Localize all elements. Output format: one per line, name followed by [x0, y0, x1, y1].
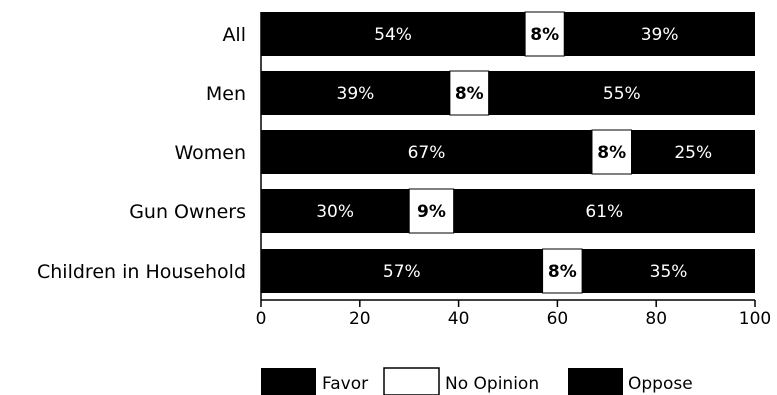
category-label-0: All — [222, 24, 246, 46]
x-tick-label-1: 20 — [349, 309, 371, 329]
category-label-2: Women — [174, 142, 246, 164]
legend-label-no-opinion: No Opinion — [445, 374, 539, 394]
data-label-no-opinion-2: 8% — [597, 143, 626, 163]
bar-no-opinion-4 — [542, 248, 583, 294]
data-label-no-opinion-4: 8% — [548, 262, 577, 282]
bar-no-opinion-1 — [449, 70, 490, 116]
data-label-oppose-3: 61% — [585, 202, 623, 222]
legend-label-favor: Favor — [322, 374, 368, 394]
data-label-oppose-4: 35% — [650, 262, 688, 282]
bar-no-opinion-3 — [408, 188, 455, 234]
data-label-no-opinion-1: 8% — [455, 84, 484, 104]
x-tick-label-5: 100 — [739, 309, 771, 329]
category-label-1: Men — [206, 83, 246, 105]
category-label-4: Children in Household — [37, 261, 246, 283]
data-label-favor-2: 67% — [408, 143, 446, 163]
data-label-favor-3: 30% — [316, 202, 354, 222]
bars-layer: 54% 8% 39% 39% 8% 55% 67% 8% 25% 30% 9% 61% 57% 8% 35% — [261, 11, 755, 294]
x-axis: 0 20 40 60 80 100 — [256, 12, 771, 329]
data-label-favor-4: 57% — [383, 262, 421, 282]
data-label-oppose-1: 55% — [603, 84, 641, 104]
data-label-no-opinion-3: 9% — [417, 202, 446, 222]
bar-no-opinion-2 — [591, 129, 632, 175]
x-tick-label-2: 40 — [448, 309, 470, 329]
x-tick-label-4: 80 — [645, 309, 667, 329]
data-label-favor-1: 39% — [337, 84, 375, 104]
data-label-favor-0: 54% — [374, 25, 412, 45]
legend-swatch-favor — [261, 368, 316, 395]
x-tick-label-0: 0 — [256, 309, 267, 329]
bar-favor-4 — [261, 249, 543, 293]
x-tick-label-3: 60 — [547, 309, 569, 329]
bar-favor-3 — [261, 189, 410, 233]
bar-oppose-0 — [564, 12, 755, 56]
legend-swatch-no-opinion — [383, 367, 440, 395]
bar-favor-1 — [261, 71, 450, 115]
data-label-oppose-0: 39% — [641, 25, 679, 45]
data-label-no-opinion-0: 8% — [530, 25, 559, 45]
bar-favor-0 — [261, 12, 526, 56]
category-label-3: Gun Owners — [129, 201, 246, 223]
legend: Favor No Opinion Oppose — [261, 367, 693, 395]
category-labels: All Men Women Gun Owners Children in Househo… — [37, 24, 246, 283]
bar-favor-2 — [261, 130, 592, 174]
legend-label-oppose: Oppose — [628, 374, 693, 394]
legend-swatch-oppose — [568, 368, 623, 395]
bar-oppose-3 — [453, 189, 755, 233]
bar-oppose-1 — [488, 71, 755, 115]
bar-oppose-4 — [582, 249, 755, 293]
bar-oppose-2 — [631, 130, 755, 174]
bar-no-opinion-0 — [524, 11, 565, 57]
data-label-oppose-2: 25% — [674, 143, 712, 163]
